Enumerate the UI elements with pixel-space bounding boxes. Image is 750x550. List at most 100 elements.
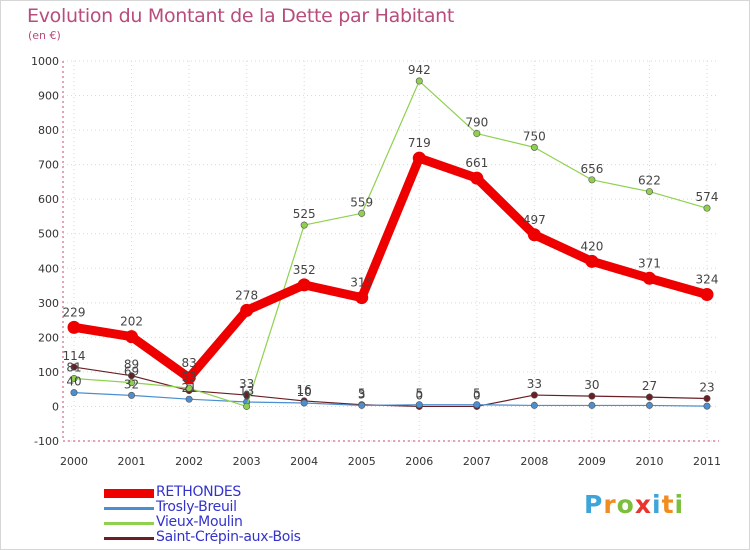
data-point-vieux-moulin bbox=[415, 77, 423, 85]
data-point-vieux-moulin bbox=[530, 143, 538, 151]
x-tick-label: 2001 bbox=[118, 455, 146, 468]
x-tick-label: 2003 bbox=[233, 455, 261, 468]
data-label-vieux-moulin: 69 bbox=[124, 365, 139, 379]
legend-item-vieux-moulin[interactable]: Vieux-Moulin bbox=[104, 514, 364, 531]
data-label-saint-crepin-aux-bois: 89 bbox=[124, 358, 139, 372]
series-line-rethondes bbox=[69, 153, 712, 383]
data-label-vieux-moulin: 53 bbox=[181, 370, 196, 384]
data-point-saint-crepin-aux-bois bbox=[588, 392, 596, 400]
data-label-rethondes: 278 bbox=[235, 288, 258, 302]
x-tick-label: 2007 bbox=[463, 455, 491, 468]
series-line-vieux-moulin bbox=[73, 80, 708, 408]
y-tick-label: 0 bbox=[52, 400, 59, 413]
legend-item-rethondes[interactable]: RETHONDES bbox=[104, 484, 364, 501]
data-label-saint-crepin-aux-bois: 114 bbox=[63, 349, 86, 363]
data-point-vieux-moulin bbox=[128, 379, 136, 387]
legend-label-saint-crepin-aux-bois: Saint-Crépin-aux-Bois bbox=[156, 529, 301, 545]
data-label-saint-crepin-aux-bois: 33 bbox=[527, 377, 542, 391]
x-tick-label: 2010 bbox=[635, 455, 663, 468]
data-label-rethondes: 315 bbox=[350, 276, 373, 290]
data-point-rethondes bbox=[412, 151, 426, 165]
data-label-saint-crepin-aux-bois: 30 bbox=[584, 378, 599, 392]
data-point-trosly-breuil bbox=[300, 399, 308, 407]
data-label-saint-crepin-aux-bois: 16 bbox=[297, 383, 312, 397]
data-label-trosly-breuil: 3 bbox=[358, 387, 366, 401]
data-label-rethondes: 420 bbox=[580, 239, 603, 253]
data-point-vieux-moulin bbox=[588, 176, 596, 184]
y-tick-label: 900 bbox=[38, 90, 59, 103]
legend-swatch-trosly-breuil bbox=[104, 507, 154, 510]
data-label-rethondes: 661 bbox=[465, 156, 488, 170]
legend-item-saint-crepin-aux-bois[interactable]: Saint-Crépin-aux-Bois bbox=[104, 529, 364, 546]
legend-item-trosly-breuil[interactable]: Trosly-Breuil bbox=[104, 499, 364, 516]
data-label-vieux-moulin: 574 bbox=[696, 190, 719, 204]
data-point-rethondes bbox=[125, 330, 139, 344]
data-label-vieux-moulin: 790 bbox=[465, 116, 488, 130]
data-label-saint-crepin-aux-bois: 0 bbox=[415, 388, 423, 402]
data-point-trosly-breuil bbox=[358, 401, 366, 409]
data-point-rethondes bbox=[67, 320, 81, 334]
data-point-trosly-breuil bbox=[473, 401, 481, 409]
y-tick-label: 100 bbox=[38, 366, 59, 379]
data-label-rethondes: 497 bbox=[523, 213, 546, 227]
data-point-vieux-moulin bbox=[243, 402, 251, 410]
data-point-rethondes bbox=[700, 288, 714, 302]
y-tick-label: 400 bbox=[38, 262, 59, 275]
x-tick-label: 2000 bbox=[60, 455, 88, 468]
data-point-rethondes bbox=[182, 371, 196, 385]
logo-letter: x bbox=[634, 490, 652, 519]
data-point-vieux-moulin bbox=[473, 130, 481, 138]
y-tick-label: 800 bbox=[38, 124, 59, 137]
data-point-trosly-breuil bbox=[588, 401, 596, 409]
series-line-trosly-breuil bbox=[73, 392, 708, 407]
data-label-saint-crepin-aux-bois: 23 bbox=[699, 381, 714, 395]
legend-label-rethondes: RETHONDES bbox=[156, 484, 241, 500]
legend-label-trosly-breuil: Trosly-Breuil bbox=[156, 499, 237, 515]
data-point-rethondes bbox=[297, 278, 311, 292]
data-label-trosly-breuil: 10 bbox=[297, 385, 312, 399]
y-tick-label: 600 bbox=[38, 193, 59, 206]
data-label-vieux-moulin: 0 bbox=[243, 388, 251, 402]
data-point-rethondes bbox=[240, 303, 254, 317]
data-label-saint-crepin-aux-bois: 33 bbox=[239, 377, 254, 391]
y-tick-label: 1000 bbox=[31, 55, 59, 68]
data-point-rethondes bbox=[527, 228, 541, 242]
data-point-trosly-breuil bbox=[415, 401, 423, 409]
data-point-saint-crepin-aux-bois bbox=[703, 395, 711, 403]
data-label-rethondes: 371 bbox=[638, 256, 661, 270]
data-label-rethondes: 719 bbox=[408, 136, 431, 150]
data-point-trosly-breuil bbox=[645, 401, 653, 409]
data-point-vieux-moulin bbox=[300, 221, 308, 229]
y-tick-label: 500 bbox=[38, 228, 59, 241]
chart-subtitle: (en €) bbox=[28, 29, 61, 42]
data-point-rethondes bbox=[585, 254, 599, 268]
data-point-trosly-breuil bbox=[70, 389, 78, 397]
y-tick-label: 700 bbox=[38, 159, 59, 172]
data-label-vieux-moulin: 942 bbox=[408, 63, 431, 77]
data-label-vieux-moulin: 750 bbox=[523, 129, 546, 143]
data-point-vieux-moulin bbox=[645, 188, 653, 196]
logo-letter: P bbox=[584, 490, 604, 519]
data-point-rethondes bbox=[642, 271, 656, 285]
legend-label-vieux-moulin: Vieux-Moulin bbox=[156, 514, 243, 530]
data-label-saint-crepin-aux-bois: 5 bbox=[358, 387, 366, 401]
data-label-trosly-breuil: 5 bbox=[415, 387, 423, 401]
data-point-saint-crepin-aux-bois bbox=[645, 393, 653, 401]
data-label-rethondes: 324 bbox=[696, 273, 719, 287]
data-label-trosly-breuil: 13 bbox=[239, 384, 254, 398]
data-label-rethondes: 352 bbox=[293, 263, 316, 277]
data-point-vieux-moulin bbox=[703, 204, 711, 212]
proxiti-logo: Proxiti bbox=[584, 490, 684, 519]
data-label-rethondes: 83 bbox=[181, 356, 196, 370]
data-label-vieux-moulin: 81 bbox=[66, 360, 81, 374]
axes: -100010020030040050060070080090010002000… bbox=[31, 55, 721, 468]
legend-swatch-saint-crepin-aux-bois bbox=[104, 537, 154, 540]
data-point-trosly-breuil bbox=[185, 395, 193, 403]
y-tick-label: 200 bbox=[38, 331, 59, 344]
data-point-trosly-breuil bbox=[530, 401, 538, 409]
logo-letter: i bbox=[652, 490, 662, 519]
y-tick-label: -100 bbox=[34, 435, 59, 448]
data-label-trosly-breuil: 32 bbox=[124, 377, 139, 391]
